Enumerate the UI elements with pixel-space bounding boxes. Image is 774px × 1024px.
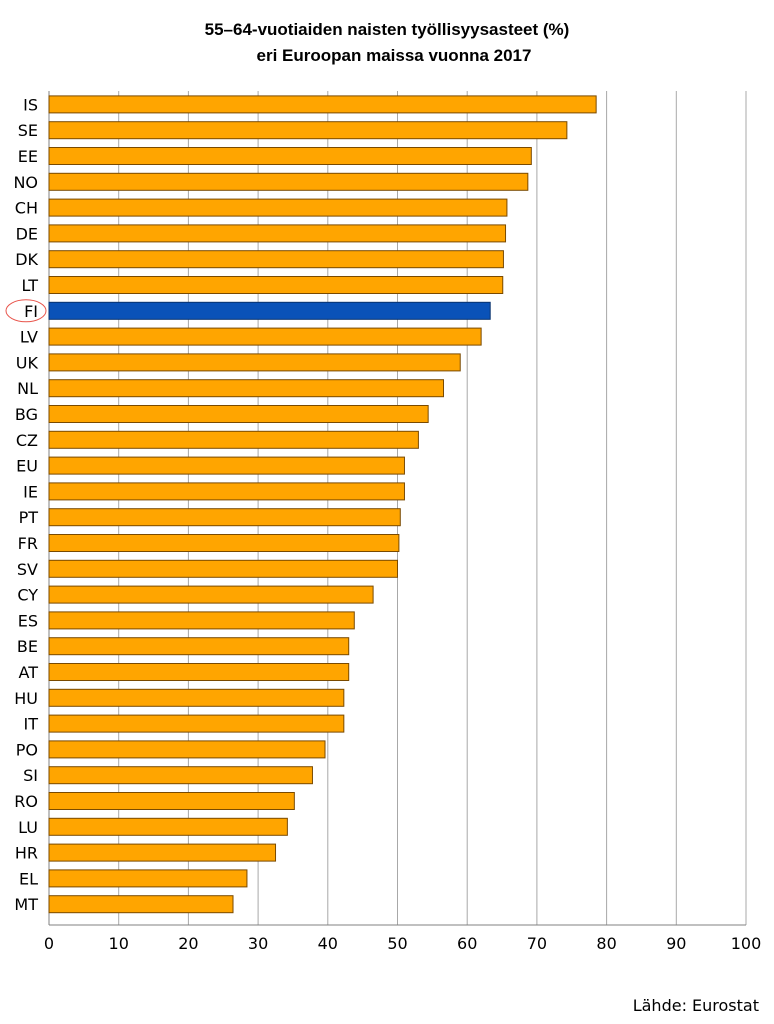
category-label-ro: RO [14,792,38,811]
bar-lt [48,276,504,294]
x-tick-label-20: 20 [178,934,198,953]
bar-ie [48,482,405,501]
category-label-lt: LT [22,276,39,295]
bar-se [48,121,568,140]
bar-sv [48,559,398,578]
category-label-eu: EU [16,457,38,476]
category-label-se: SE [18,121,38,140]
category-label-ee: EE [18,147,38,166]
category-label-si: SI [23,766,38,785]
category-label-sv: SV [17,560,38,579]
category-label-lu: LU [18,818,38,837]
bar-it [48,714,345,733]
bar-el [48,869,248,888]
bars [48,95,597,914]
x-tick-label-60: 60 [457,934,477,953]
category-label-be: BE [17,637,38,656]
bar-uk [48,353,461,372]
bar-ro [48,792,295,810]
x-tick-label-50: 50 [387,934,407,953]
x-tick-label-0: 0 [44,934,54,953]
bar-lv [48,327,482,346]
category-label-mt: MT [14,895,38,914]
category-label-dk: DK [15,250,38,269]
bar-de [48,224,507,243]
bar-is [48,95,597,114]
category-label-fr: FR [18,534,38,553]
category-label-pt: PT [19,508,39,527]
chart-title-line-1: 55–64-vuotiaiden naisten työllisyysastee… [205,20,570,39]
bar-cz [48,430,419,449]
bar-po [48,740,326,759]
bar-si [48,766,313,785]
category-label-bg: BG [15,405,38,424]
bar-es [48,611,355,630]
x-tick-label-70: 70 [527,934,547,953]
bar-fi [48,301,491,320]
category-label-de: DE [16,224,38,243]
bar-pt [48,508,401,527]
category-label-hu: HU [14,689,38,708]
x-tick-label-30: 30 [248,934,268,953]
bar-be [48,637,350,656]
bar-hu [48,688,345,707]
bar-no [48,172,529,191]
category-label-nl: NL [17,379,38,398]
source-note: Lähde: Eurostat [633,996,759,1015]
x-tick-label-80: 80 [596,934,616,953]
category-label-no: NO [13,173,38,192]
category-label-is: IS [23,95,38,114]
category-labels: IS SE EE NO CH DE DK LT FI LV UK NL BG CZ EU IE PT FR SV CY… [13,95,38,914]
bar-cy [48,585,374,604]
x-axis-ticks: 0 10 20 30 40 50 60 70 80 90 100 [44,934,761,953]
chart-title-line-2: eri Euroopan maissa vuonna 2017 [257,46,532,65]
bar-mt [48,895,234,914]
bar-at [48,663,350,681]
bar-hr [48,843,277,862]
bar-dk [48,250,504,269]
category-label-po: PO [16,740,38,759]
highlight-marker [5,299,47,323]
x-tick-label-40: 40 [318,934,338,953]
category-label-cz: CZ [16,431,38,450]
category-label-it: IT [24,715,39,734]
bar-nl [48,379,445,398]
bar-ch [48,198,508,217]
x-tick-label-10: 10 [109,934,129,953]
bar-bg [48,405,429,423]
category-label-lv: LV [20,328,38,347]
bar-eu [48,456,405,475]
category-label-el: EL [19,869,38,888]
bar-ee [48,147,532,165]
highlight-circle [5,299,47,323]
category-label-at: AT [19,663,39,682]
bar-fr [48,534,400,552]
category-label-hr: HR [15,844,38,863]
category-label-es: ES [18,611,38,630]
x-tick-label-90: 90 [666,934,686,953]
x-tick-label-100: 100 [731,934,762,953]
category-label-uk: UK [16,353,39,372]
category-label-fi: FI [24,302,38,321]
bar-lu [48,817,288,836]
category-label-ch: CH [15,199,38,218]
category-label-ie: IE [23,482,38,501]
category-label-cy: CY [17,586,38,605]
